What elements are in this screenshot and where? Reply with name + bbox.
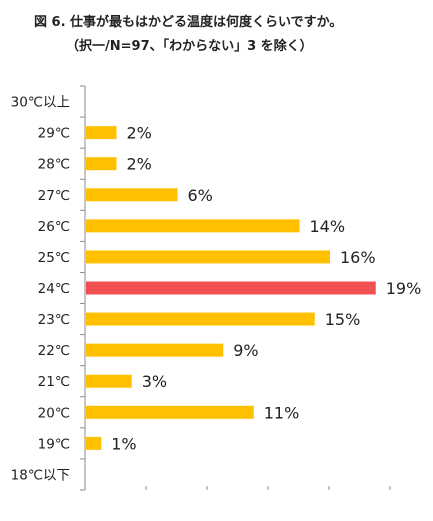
bar: [86, 374, 132, 388]
bar: [86, 250, 330, 264]
data-label: 3%: [142, 372, 167, 391]
data-label: 15%: [325, 310, 361, 329]
bar: [86, 157, 117, 171]
category-label: 28℃: [38, 157, 70, 173]
chart-title: 図 6. 仕事が最もはかどる温度は何度くらいですか。: [34, 15, 343, 30]
category-label: 20℃: [38, 405, 70, 421]
data-label: 11%: [264, 403, 300, 422]
category-label: 23℃: [38, 312, 70, 328]
category-label: 22℃: [38, 343, 70, 359]
label-layer: 30℃以上 29℃ 2% 28℃ 2% 27℃ 6% 26℃ 14% 25℃ 16% 24℃ 19% 23…: [11, 95, 422, 484]
data-label: 2%: [127, 124, 152, 143]
data-label: 14%: [310, 217, 346, 236]
bar: [86, 281, 376, 295]
bar: [86, 436, 102, 450]
axis-layer: [80, 85, 391, 491]
category-label: 27℃: [38, 188, 70, 204]
chart-subtitle: （択一/N=97、「わからない」3 を除く）: [66, 39, 313, 54]
bar: [86, 219, 300, 233]
bar: [86, 343, 224, 357]
data-label: 19%: [386, 279, 422, 298]
data-label: 9%: [233, 341, 258, 360]
bar-layer: [86, 126, 376, 450]
category-label: 24℃: [38, 281, 70, 297]
category-label: 21℃: [38, 374, 70, 390]
bar: [86, 126, 117, 140]
data-label: 16%: [340, 248, 376, 267]
category-label: 25℃: [38, 250, 70, 266]
data-label: 6%: [188, 186, 213, 205]
bar: [86, 405, 254, 419]
category-label: 30℃以上: [11, 95, 70, 111]
category-label: 29℃: [38, 126, 70, 142]
category-label: 26℃: [38, 219, 70, 235]
bar: [86, 312, 315, 326]
data-label: 2%: [127, 155, 152, 174]
category-label: 19℃: [38, 436, 70, 452]
data-label: 1%: [111, 434, 136, 453]
bar: [86, 188, 178, 202]
category-label: 18℃以下: [11, 467, 70, 483]
